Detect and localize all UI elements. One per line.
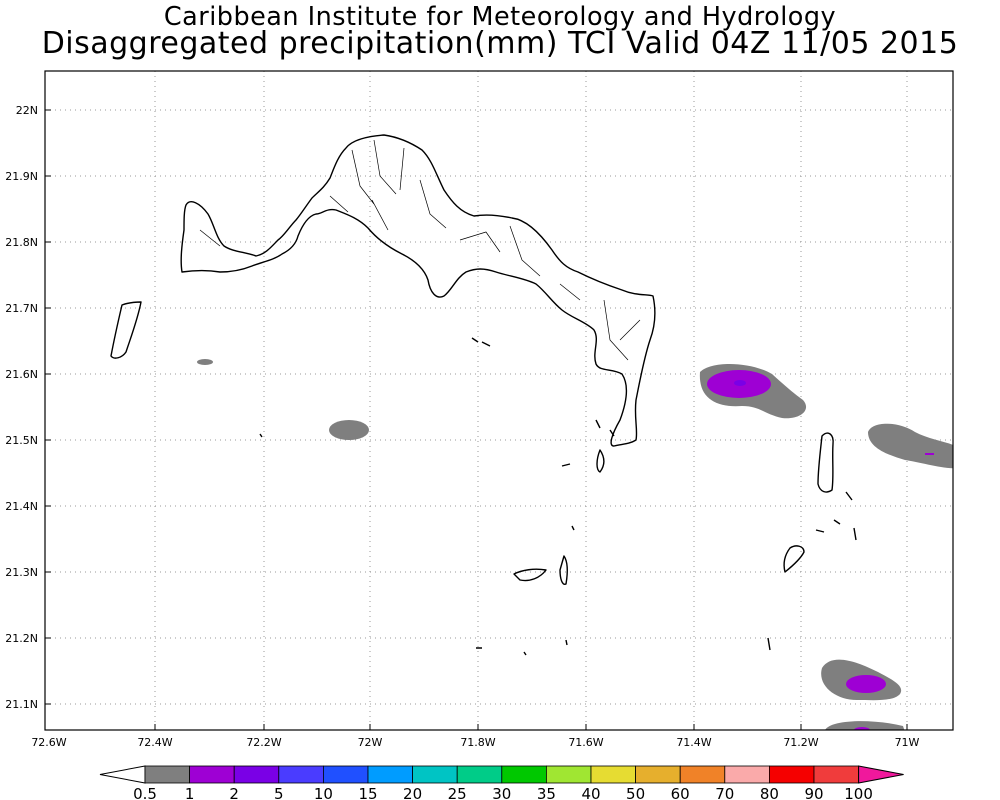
- island-west: [110, 301, 142, 359]
- colorbar-under-triangle: [99, 765, 146, 784]
- colorbar-label: 35: [537, 785, 556, 800]
- colorbar-label: 25: [448, 785, 467, 800]
- lat-label-21-3n: 21.3N: [5, 566, 38, 579]
- island-east-long: [817, 432, 834, 493]
- colorbar-label: 60: [671, 785, 690, 800]
- island-east-small: [783, 545, 805, 573]
- lon-label-71w: 71W: [895, 736, 920, 749]
- colorbar-swatch: [769, 765, 815, 784]
- institution-title: Caribbean Institute for Meteorology and …: [163, 2, 837, 32]
- colorbar-swatch: [144, 765, 190, 784]
- colorbar-label: 20: [403, 785, 422, 800]
- colorbar-swatch: [412, 765, 458, 784]
- precipitation-cells: [197, 359, 953, 730]
- precip-cell-mid: [329, 420, 369, 440]
- colorbar-label: 10: [314, 785, 333, 800]
- plot-frame: [44, 70, 954, 731]
- lat-label-21-1n: 21.1N: [5, 698, 38, 711]
- colorbar-label: 1: [185, 785, 195, 800]
- colorbar-swatch: [590, 765, 636, 784]
- precip-cell-east-center: [699, 363, 807, 419]
- colorbar-label: 50: [626, 785, 645, 800]
- lat-label-21-2n: 21.2N: [5, 632, 38, 645]
- island-south: [513, 568, 547, 582]
- lat-label-21-6n: 21.6N: [5, 368, 38, 381]
- lon-label-72w: 72W: [358, 736, 383, 749]
- colorbar-label: 40: [581, 785, 600, 800]
- colorbar-swatch: [501, 765, 547, 784]
- lon-label-72-4w: 72.4W: [137, 736, 172, 749]
- colorbar-label: 100: [844, 785, 873, 800]
- lon-label-71-2w: 71.2W: [783, 736, 818, 749]
- colorbar-over-triangle: [858, 765, 904, 784]
- colorbar-label: 2: [229, 785, 239, 800]
- lon-label-71-4w: 71.4W: [676, 736, 711, 749]
- colorbar-swatch: [546, 765, 592, 784]
- colorbar-label: 70: [715, 785, 734, 800]
- colorbar-swatch: [679, 765, 726, 784]
- colorbar-swatch: [635, 765, 681, 784]
- precip-cell-southeast: [821, 659, 902, 701]
- colorbar-label: 90: [804, 785, 823, 800]
- precip-cell-south-edge: [825, 721, 905, 730]
- colorbar-swatch: [233, 765, 280, 784]
- colorbar-label: 80: [760, 785, 779, 800]
- lon-label-72-2w: 72.2W: [246, 736, 281, 749]
- lat-label-21-4n: 21.4N: [5, 500, 38, 513]
- colorbar-swatch: [278, 765, 324, 784]
- colorbar-swatch: [456, 765, 503, 784]
- island-outlines: [110, 134, 857, 656]
- lon-label-72-6w: 72.6W: [31, 736, 66, 749]
- island-main-chain: [180, 134, 656, 447]
- colorbar-label: 30: [492, 785, 511, 800]
- island-center-cay: [596, 449, 605, 473]
- lat-label-21-7n: 21.7N: [5, 302, 38, 315]
- lat-label-21-5n: 21.5N: [5, 434, 38, 447]
- precip-cell-east-right: [868, 423, 953, 469]
- colorbar: 0.5 1 2 5 10 15 20 25 30 35 40 50 60 70 80 90 100: [99, 765, 904, 800]
- colorbar-label: 5: [274, 785, 284, 800]
- colorbar-label: 0.5: [133, 785, 157, 800]
- precip-cell-small-west: [197, 359, 213, 365]
- lon-label-71-6w: 71.6W: [568, 736, 603, 749]
- product-title: Disaggregated precipitation(mm) TCI Vali…: [41, 26, 959, 61]
- island-south-small: [559, 555, 569, 585]
- colorbar-swatch: [367, 765, 413, 784]
- lat-label-21-9n: 21.9N: [5, 170, 38, 183]
- colorbar-swatch: [189, 765, 235, 784]
- island-cay-1: [259, 337, 857, 656]
- colorbar-swatch: [322, 765, 369, 784]
- lon-label-71-8w: 71.8W: [460, 736, 495, 749]
- lat-label-22n: 22N: [16, 104, 38, 117]
- gridlines: [45, 71, 953, 730]
- colorbar-swatch: [724, 765, 770, 784]
- colorbar-label: 15: [358, 785, 377, 800]
- colorbar-swatch: [813, 765, 859, 784]
- island-inner-lines: [199, 139, 641, 361]
- lat-label-21-8n: 21.8N: [5, 236, 38, 249]
